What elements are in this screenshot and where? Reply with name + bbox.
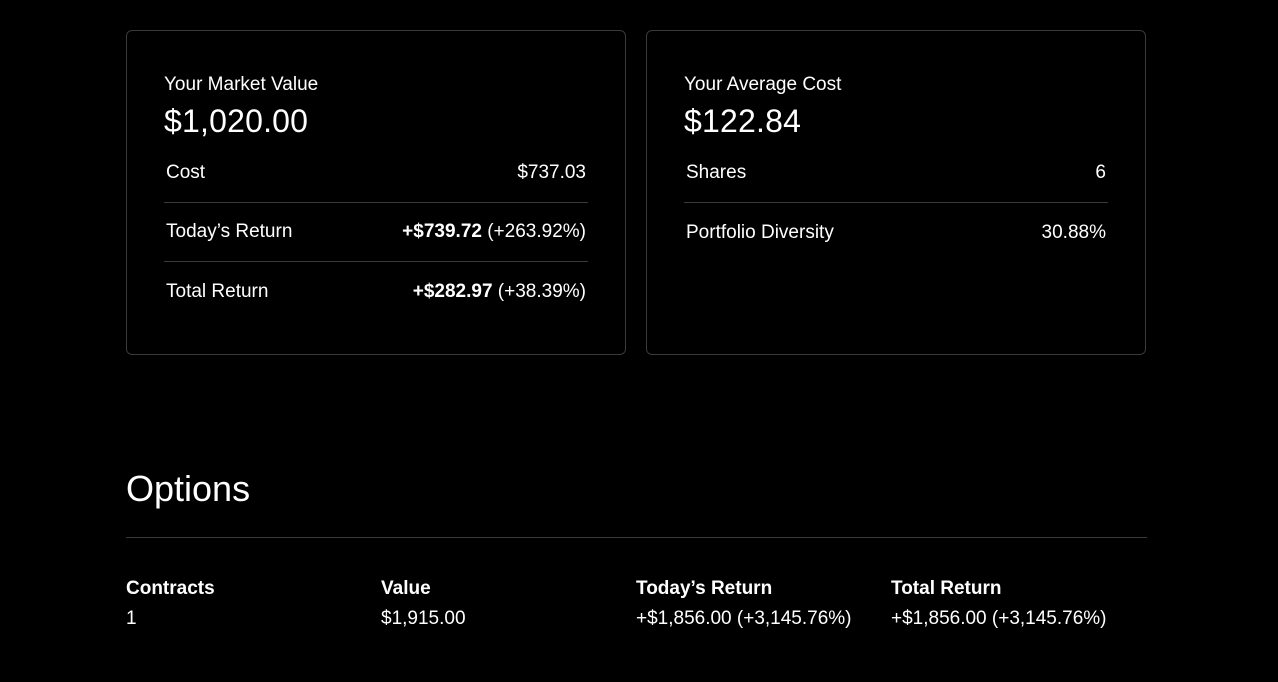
total-return-row: Total Return +$282.97 (+38.39%)	[164, 262, 588, 321]
header-contracts: Contracts	[126, 578, 215, 599]
options-heading: Options	[126, 468, 251, 509]
total-return-amount: +$282.97	[412, 280, 493, 302]
todays-return-row: Today’s Return +$739.72 (+263.92%)	[164, 203, 588, 262]
todays-return-value: +$739.72 (+263.92%)	[402, 221, 586, 243]
cell-value: $1,915.00	[381, 608, 466, 629]
todays-return-label: Today’s Return	[166, 221, 293, 242]
cell-contracts: 1	[126, 608, 137, 629]
table-row[interactable]: 1 $1,915.00 +$1,856.00 (+3,145.76%) +$1,…	[126, 608, 1147, 630]
cost-label: Cost	[166, 162, 206, 183]
cell-todays-return: +$1,856.00 (+3,145.76%)	[636, 608, 852, 629]
cell-total-return: +$1,856.00 (+3,145.76%)	[891, 608, 1107, 629]
options-divider	[126, 537, 1147, 538]
todays-return-amount: +$739.72	[402, 221, 482, 242]
total-return-percent: (+38.39%)	[492, 280, 586, 302]
portfolio-diversity-label: Portfolio Diversity	[686, 221, 834, 243]
average-cost-card: Your Average Cost $122.84 Shares 6 Portf…	[646, 30, 1146, 355]
portfolio-diversity-value: 30.88%	[1041, 221, 1106, 243]
total-return-label: Total Return	[166, 280, 269, 302]
cost-row: Cost $737.03	[164, 144, 588, 203]
total-return-value: +$282.97 (+38.39%)	[413, 281, 586, 303]
average-cost-amount: $122.84	[684, 103, 802, 139]
header-todays-return: Today’s Return	[636, 578, 773, 599]
market-value-amount: $1,020.00	[164, 103, 309, 139]
average-cost-label: Your Average Cost	[684, 74, 842, 95]
shares-row: Shares 6	[684, 144, 1108, 203]
portfolio-diversity-row: Portfolio Diversity 30.88%	[684, 203, 1108, 262]
shares-label: Shares	[686, 162, 747, 183]
average-cost-rows: Shares 6 Portfolio Diversity 30.88%	[684, 144, 1108, 262]
shares-value: 6	[1095, 162, 1106, 183]
header-value: Value	[381, 578, 431, 599]
options-header-row: Contracts Value Today’s Return Total Ret…	[126, 578, 1147, 608]
cost-amount: $737.03	[517, 162, 586, 183]
header-total-return: Total Return	[891, 578, 1002, 599]
cost-value: $737.03	[517, 162, 586, 184]
options-table: Contracts Value Today’s Return Total Ret…	[126, 578, 1147, 630]
market-value-label: Your Market Value	[164, 74, 319, 95]
todays-return-percent: (+263.92%)	[481, 221, 586, 242]
market-value-card: Your Market Value $1,020.00 Cost $737.03…	[126, 30, 626, 355]
market-value-rows: Cost $737.03 Today’s Return +$739.72 (+2…	[164, 144, 588, 321]
